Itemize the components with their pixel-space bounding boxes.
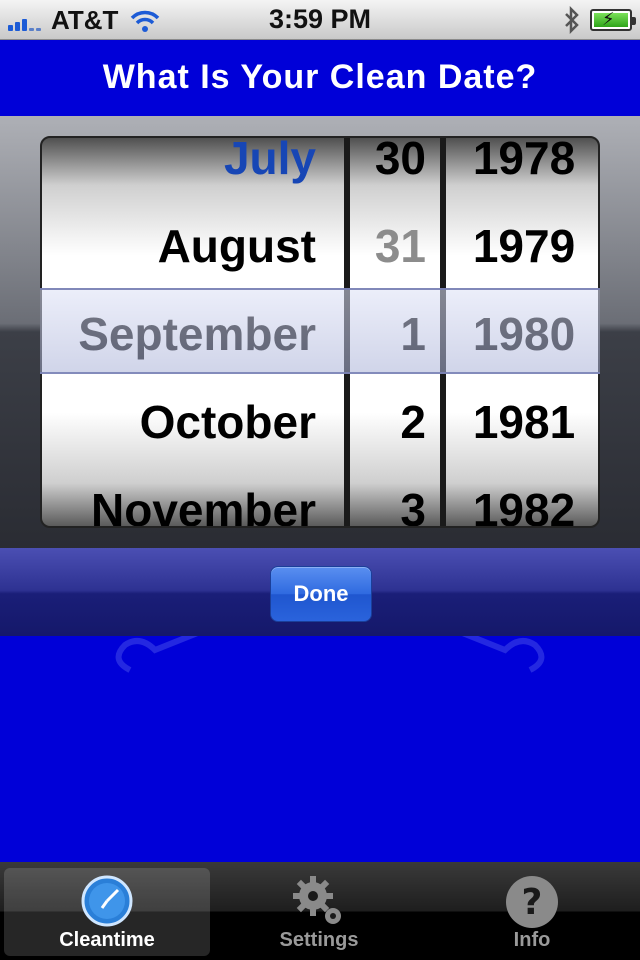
tab-label: Cleantime bbox=[59, 929, 155, 951]
clock-icon bbox=[81, 875, 133, 927]
picker-toolbar: Done bbox=[0, 548, 640, 636]
status-left: AT&T bbox=[8, 5, 160, 36]
day-option[interactable]: 31 bbox=[374, 220, 426, 272]
month-option[interactable]: October bbox=[139, 396, 316, 448]
day-wheel[interactable]: 30 31 1 2 3 bbox=[350, 138, 440, 528]
question-icon: ? bbox=[506, 876, 558, 928]
signal-icon bbox=[8, 11, 41, 31]
day-option[interactable]: 30 bbox=[374, 138, 426, 184]
year-option[interactable]: 1982 bbox=[472, 484, 576, 528]
done-button[interactable]: Done bbox=[270, 566, 372, 622]
bluetooth-icon bbox=[565, 6, 579, 34]
date-picker-frame: July August September October November 3… bbox=[0, 116, 640, 548]
gear-icon bbox=[293, 876, 341, 924]
battery-icon: ⚡ bbox=[590, 9, 636, 31]
carrier-name: AT&T bbox=[51, 5, 119, 35]
month-option[interactable]: August bbox=[157, 220, 316, 272]
year-wheel[interactable]: 1978 1979 1980 1981 1982 bbox=[446, 138, 598, 528]
year-option[interactable]: 1978 bbox=[472, 138, 576, 184]
tab-info[interactable]: ? Info bbox=[428, 868, 636, 956]
tab-settings[interactable]: Settings bbox=[216, 868, 422, 956]
status-right: ⚡ bbox=[564, 6, 636, 34]
year-option[interactable]: 1981 bbox=[472, 396, 576, 448]
day-option-selected[interactable]: 1 bbox=[400, 308, 426, 360]
page-title: What Is Your Clean Date? bbox=[0, 40, 640, 116]
month-option[interactable]: July bbox=[223, 138, 316, 184]
tab-label: Info bbox=[513, 929, 551, 951]
date-picker: July August September October November 3… bbox=[40, 136, 600, 528]
year-option-selected[interactable]: 1980 bbox=[472, 308, 576, 360]
month-option[interactable]: November bbox=[91, 484, 316, 528]
year-option[interactable]: 1979 bbox=[472, 220, 576, 272]
month-wheel[interactable]: July August September October November bbox=[42, 138, 344, 528]
month-option-selected[interactable]: September bbox=[78, 308, 316, 360]
wifi-icon bbox=[131, 10, 160, 32]
tab-label: Settings bbox=[279, 929, 359, 951]
status-bar: AT&T 3:59 PM ⚡ bbox=[0, 0, 640, 40]
day-option[interactable]: 2 bbox=[400, 396, 426, 448]
status-time: 3:59 PM bbox=[268, 4, 372, 34]
svg-text:?: ? bbox=[522, 882, 543, 923]
tab-bar: Cleantime Settings ? Info bbox=[0, 862, 640, 960]
tab-cleantime[interactable]: Cleantime bbox=[4, 868, 210, 956]
day-option[interactable]: 3 bbox=[400, 484, 426, 528]
